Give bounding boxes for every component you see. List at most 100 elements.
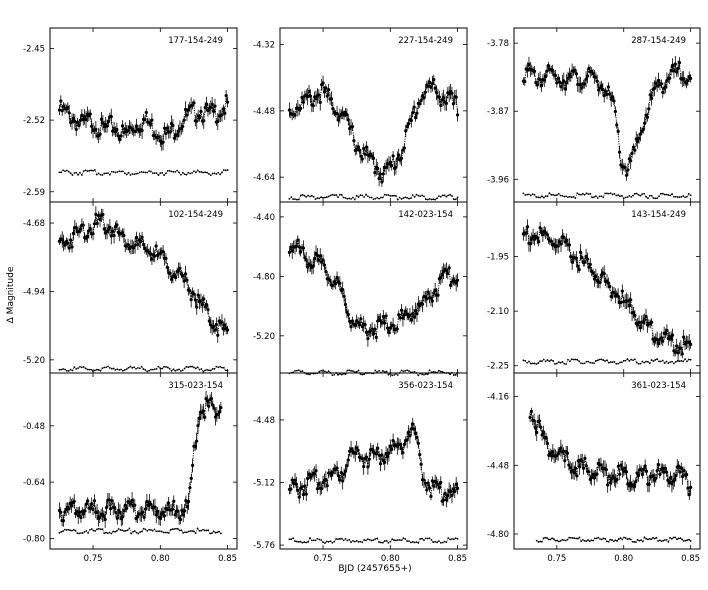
target-point (75, 509, 79, 514)
target-point (629, 298, 633, 302)
comparison-point (689, 194, 692, 197)
target-point (405, 124, 409, 128)
target-point (59, 99, 63, 103)
target-point (528, 242, 532, 246)
comparison-point (391, 194, 394, 197)
target-point (112, 505, 117, 510)
target-point (594, 274, 598, 278)
comparison-point (92, 169, 94, 172)
target-point (311, 104, 315, 108)
target-point (321, 258, 325, 262)
target-point (321, 81, 325, 85)
target-point (370, 154, 374, 158)
target-point (656, 463, 661, 467)
target-point (88, 506, 92, 510)
comparison-point (539, 360, 541, 362)
comparison-point (648, 537, 651, 540)
panel-361-023-154: 361-023-154 -4.16 -4.48 -4.80 0.75 0.80 0.85 (487, 372, 701, 564)
target-point (661, 339, 665, 343)
target-point (97, 214, 101, 218)
target-point (193, 444, 197, 448)
target-point (366, 336, 370, 341)
target-point (409, 318, 413, 322)
target-point (425, 488, 429, 492)
comparison-point (88, 368, 91, 371)
target-point (148, 122, 153, 126)
target-point (109, 234, 113, 238)
target-point (622, 469, 626, 473)
target-point (166, 501, 170, 505)
target-point (204, 303, 209, 307)
target-point (567, 243, 571, 247)
y-tick-label: -4.68 (23, 219, 45, 229)
target-point (130, 498, 134, 502)
target-point (289, 245, 293, 249)
target-point (78, 118, 83, 122)
target-point (212, 406, 216, 410)
target-point (381, 172, 385, 176)
comparison-point (299, 540, 302, 543)
target-point (178, 517, 183, 522)
target-point (78, 227, 83, 231)
target-point (626, 168, 630, 172)
target-point (655, 338, 659, 342)
target-point (66, 241, 70, 245)
target-point (616, 294, 620, 298)
target-point (531, 234, 535, 239)
target-point (440, 273, 444, 277)
target-point (157, 135, 161, 139)
target-point (689, 76, 693, 80)
target-point (79, 515, 83, 520)
target-point (656, 78, 661, 82)
y-tick-label: -4.32 (253, 41, 275, 51)
target-point (161, 510, 165, 514)
target-point (636, 473, 641, 478)
target-point (388, 326, 392, 330)
target-line (59, 213, 228, 336)
target-point (538, 78, 542, 82)
target-point (606, 281, 610, 285)
comparison-line (523, 192, 691, 199)
target-point (670, 333, 675, 337)
target-point (648, 93, 652, 97)
x-tick-label: 0.75 (547, 554, 566, 564)
target-point (145, 499, 149, 504)
target-point (346, 312, 350, 317)
target-point (399, 308, 404, 312)
target-point (537, 240, 541, 244)
target-point (637, 320, 641, 324)
target-line (59, 397, 222, 522)
target-point (430, 299, 434, 303)
comparison-line (289, 537, 458, 544)
target-point (170, 507, 175, 511)
target-point (185, 505, 189, 509)
target-point (122, 130, 126, 135)
target-point (570, 260, 574, 264)
target-point (583, 456, 587, 460)
target-point (190, 103, 195, 107)
target-point (329, 473, 334, 477)
target-point (139, 239, 143, 244)
target-point (225, 100, 230, 104)
target-point (60, 109, 64, 113)
target-point (371, 332, 376, 336)
target-point (342, 294, 346, 298)
comparison-point (677, 537, 680, 540)
target-point (186, 499, 191, 504)
target-point (376, 166, 380, 171)
target-point (355, 446, 359, 450)
target-point (87, 229, 91, 233)
target-point (296, 238, 300, 242)
target-point (595, 472, 599, 476)
target-point (429, 85, 433, 89)
figure-xlabel: BJD (2457655+) (338, 564, 411, 574)
comparison-point (295, 540, 298, 543)
target-point (172, 136, 176, 140)
target-point (418, 452, 422, 457)
target-point (580, 86, 584, 90)
target-point (669, 337, 673, 341)
target-point (192, 101, 196, 105)
target-point (181, 124, 185, 129)
target-point (672, 478, 677, 482)
panel-287-154-249: 287-154-249 -3.78 -3.87 -3.96 (487, 27, 701, 203)
